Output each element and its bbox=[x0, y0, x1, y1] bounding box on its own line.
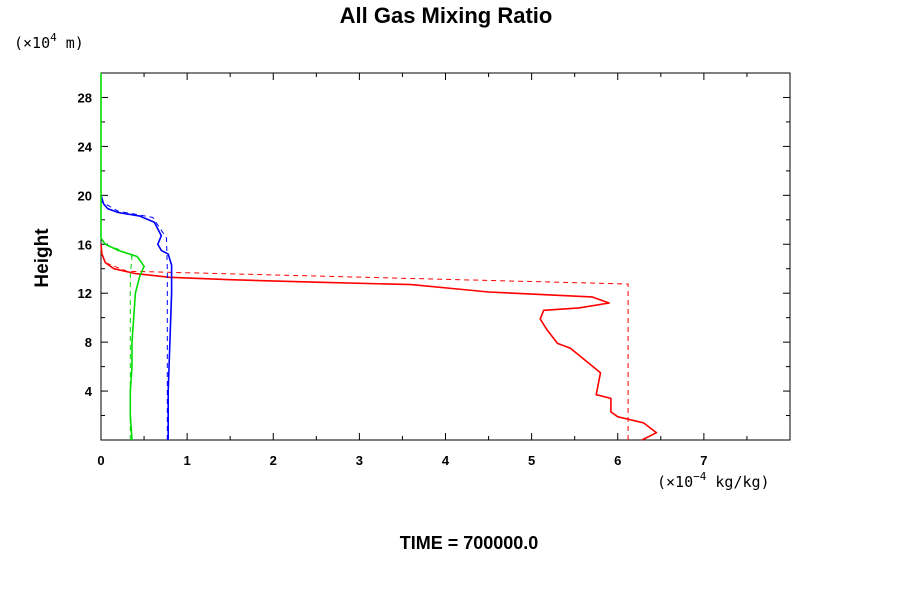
x-unit-label: (×10−4 kg/kg) bbox=[657, 470, 770, 491]
y-tick-label: 16 bbox=[78, 237, 92, 252]
x-tick-label: 7 bbox=[700, 453, 707, 468]
x-tick-label: 4 bbox=[442, 453, 450, 468]
time-label: TIME = 700000.0 bbox=[400, 533, 539, 553]
x-unit-prefix: (×10 bbox=[657, 473, 693, 491]
y-axis-label: Height bbox=[32, 228, 53, 288]
series-line-2 bbox=[100, 195, 173, 440]
y-unit-prefix: (×10 bbox=[14, 34, 50, 52]
series-line-4 bbox=[100, 73, 145, 441]
plot-frame bbox=[100, 72, 791, 441]
y-tick-label: 20 bbox=[78, 188, 92, 203]
x-tick-label: 3 bbox=[356, 453, 363, 468]
y-tick-label: 28 bbox=[78, 90, 92, 105]
y-tick-label: 8 bbox=[85, 335, 92, 350]
series-line-5 bbox=[100, 237, 133, 440]
series-line-0 bbox=[100, 244, 658, 441]
y-tick-label: 12 bbox=[78, 286, 92, 301]
x-tick-label: 6 bbox=[614, 453, 621, 468]
x-tick-label: 5 bbox=[528, 453, 535, 468]
chart-title: All Gas Mixing Ratio bbox=[340, 3, 553, 28]
series-line-1 bbox=[100, 250, 629, 440]
y-tick-label: 4 bbox=[85, 384, 93, 399]
y-unit-suffix: m) bbox=[57, 34, 84, 52]
y-unit-label: (×104 m) bbox=[14, 31, 84, 52]
x-unit-suffix: kg/kg) bbox=[706, 473, 769, 491]
y-unit-exponent: 4 bbox=[50, 31, 57, 44]
x-axis: 0 1 2 3 4 5 6 7 bbox=[97, 73, 748, 468]
series-line-3 bbox=[100, 200, 168, 440]
x-tick-label: 2 bbox=[270, 453, 277, 468]
x-tick-label: 1 bbox=[184, 453, 191, 468]
y-tick-label: 24 bbox=[78, 139, 93, 154]
y-axis: 4 8 12 16 20 24 28 bbox=[78, 90, 790, 417]
x-unit-exponent: −4 bbox=[693, 470, 707, 483]
x-tick-label: 0 bbox=[97, 453, 104, 468]
series-layer bbox=[100, 73, 658, 441]
